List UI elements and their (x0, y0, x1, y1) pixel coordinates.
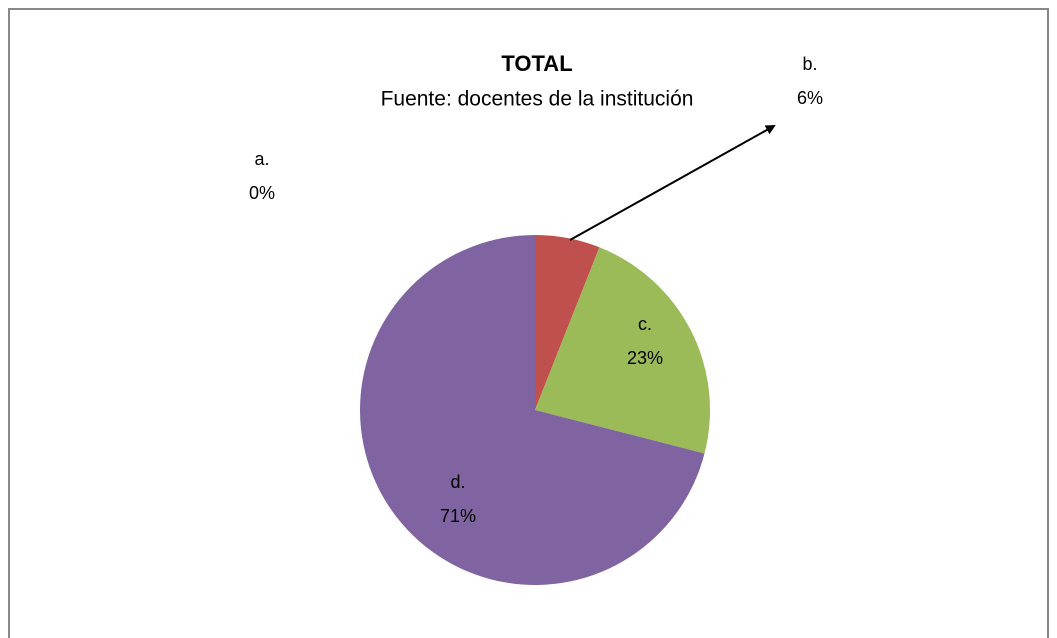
chart-subtitle: Fuente: docentes de la institución (381, 88, 694, 111)
pie-slice (360, 235, 705, 585)
slice-category-label: a. (254, 149, 269, 169)
slice-category-label: c. (638, 314, 652, 334)
slice-value-label: 6% (797, 88, 823, 108)
slice-value-label: 71% (440, 506, 476, 526)
slice-category-label: b. (802, 54, 817, 74)
slice-value-label: 0% (249, 183, 275, 203)
leader-line (569, 125, 776, 241)
chart-title: TOTAL (501, 51, 572, 76)
slice-category-label: d. (450, 472, 465, 492)
pie-slice (535, 235, 600, 410)
slice-value-label: 23% (627, 348, 663, 368)
pie-slice (535, 247, 710, 454)
